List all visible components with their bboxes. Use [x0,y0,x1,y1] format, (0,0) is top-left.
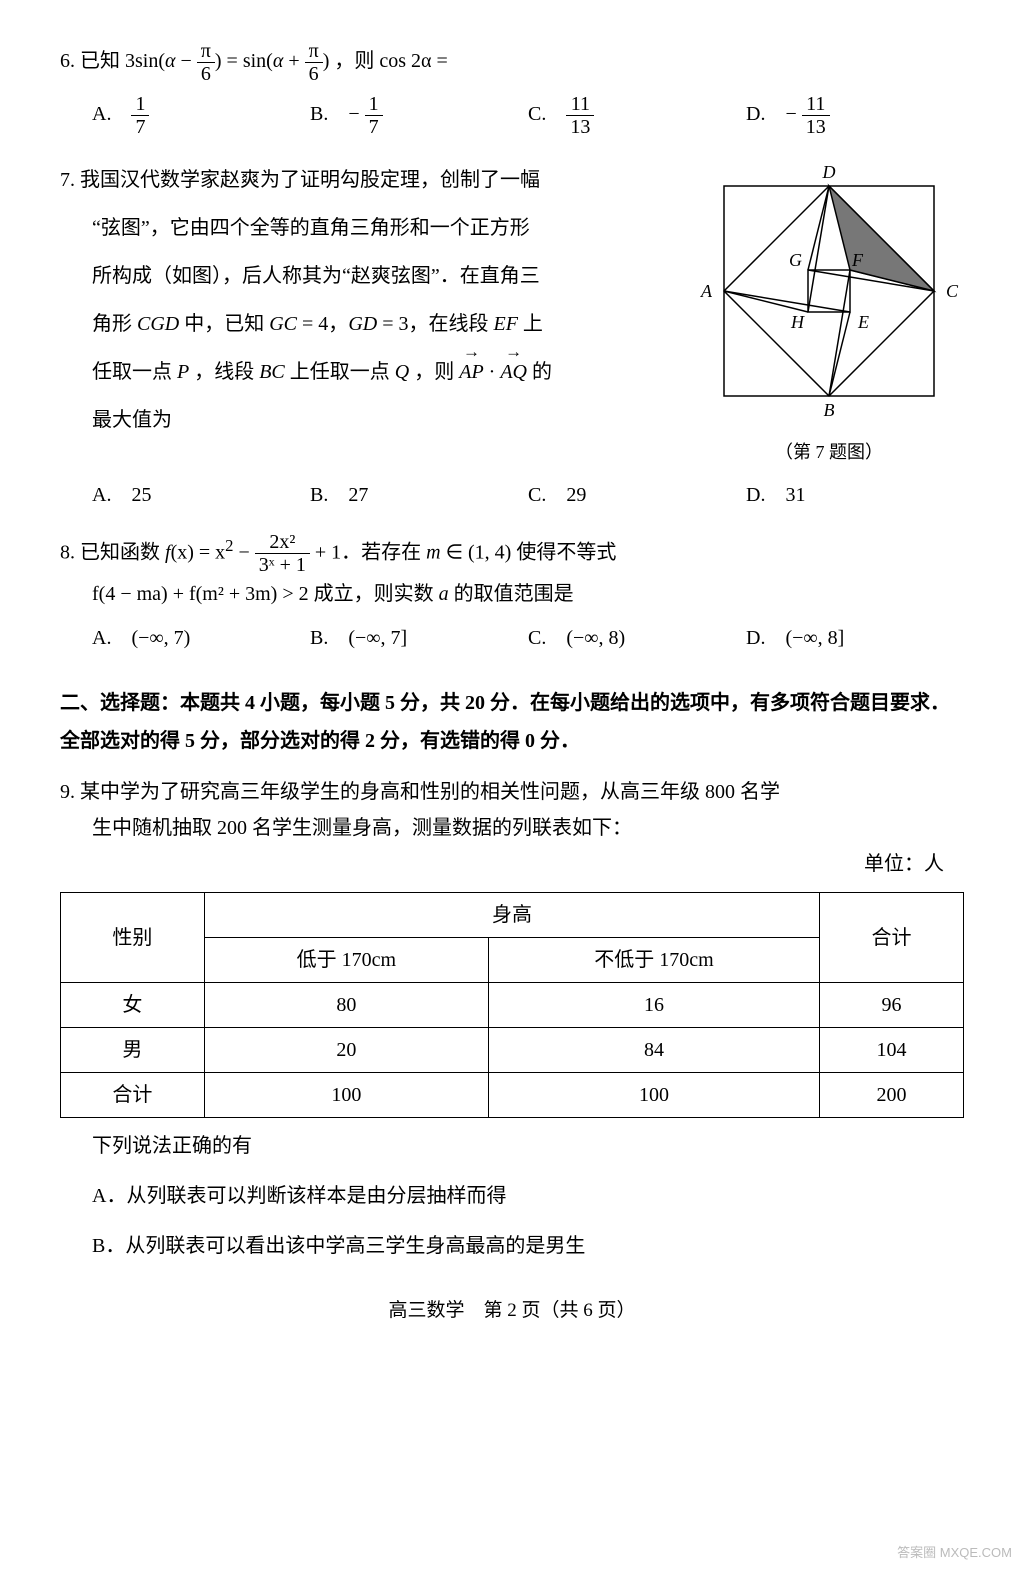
question-9: 9. 某中学为了研究高三年级学生的身高和性别的相关性问题，从高三年级 800 名… [60,774,964,1264]
q9-after: 下列说法正确的有 [92,1128,964,1164]
q6-opt-d: D. − 1113 [746,93,964,138]
q8-opt-c: C. (−∞, 8) [528,620,746,656]
q7-l2: “弦图”，它由四个全等的直角三角形和一个正方形 [92,217,530,239]
q7-text: 7. 我国汉代数学家赵爽为了证明勾股定理，创制了一幅 “弦图”，它由四个全等的直… [60,156,684,444]
table-row: 合计100100200 [61,1073,964,1118]
q6-frac1: π6 [197,40,215,85]
q7-number: 7. [60,169,75,191]
svg-text:E: E [857,312,869,332]
th-sub2: 不低于 170cm [488,938,819,983]
q7-l6: 最大值为 [92,409,172,431]
svg-text:C: C [946,281,959,301]
vec-aq: AQ [500,348,527,396]
svg-text:B: B [824,400,835,420]
q7-options: A. 25 B. 27 C. 29 D. 31 [92,477,964,513]
question-7: 7. 我国汉代数学家赵爽为了证明勾股定理，创制了一幅 “弦图”，它由四个全等的直… [60,156,964,513]
q6-opt-c: C. 1113 [528,93,746,138]
q7-l1: 我国汉代数学家赵爽为了证明勾股定理，创制了一幅 [80,169,540,191]
svg-text:G: G [789,250,802,270]
q7-caption: （第 7 题图） [694,436,964,468]
q6-opt-a: A. 17 [92,93,310,138]
vec-ap: AP [459,348,483,396]
svg-text:F: F [851,250,864,270]
th-total: 合计 [820,893,964,983]
q6-close: ) ，则 cos 2α = [323,50,448,72]
table-row: 男2084104 [61,1028,964,1073]
q9-opt-b: B．从列联表可以看出该中学高三学生身高最高的是男生 [92,1228,964,1264]
q8-options: A. (−∞, 7) B. (−∞, 7] C. (−∞, 8) D. (−∞,… [92,620,964,656]
question-8: 8. 已知函数 f(x) = x2 − 2x²3ˣ + 1 + 1．若存在 m … [60,531,964,657]
q8-opt-b: B. (−∞, 7] [310,620,528,656]
q6-options: A. 17 B. − 17 C. 1113 D. − 1113 [92,93,964,138]
q7-opt-c: C. 29 [528,477,746,513]
question-6: 6. 已知 3sin(α − π6) = sin(α + π6) ，则 cos … [60,40,964,138]
watermark: 答案圈 MXQE.COM [897,1541,1012,1564]
q7-opt-b: B. 27 [310,477,528,513]
q7-figure: A B C D G F E H （第 7 题图） [694,156,964,469]
q7-opt-d: D. 31 [746,477,964,513]
q7-l3: 所构成（如图），后人称其为“赵爽弦图”．在直角三 [92,265,540,287]
q7-svg: A B C D G F E H [694,156,964,426]
q6-plus: + [283,50,304,72]
q8-opt-d: D. (−∞, 8] [746,620,964,656]
th-height: 身高 [204,893,819,938]
q7-l4a: 角形 [92,313,137,335]
q6-stem-a: 已知 [80,50,120,72]
q6-frac2: π6 [305,40,323,85]
q6-alpha2: α [273,50,284,72]
q6-number: 6. [60,50,75,72]
q8-number: 8. [60,541,75,563]
table-row: 女801696 [61,983,964,1028]
q6-minus: − [176,50,197,72]
section-2-header: 二、选择题：本题共 4 小题，每小题 5 分，共 20 分．在每小题给出的选项中… [60,684,964,760]
q6-mid: ) = sin( [215,50,273,72]
q9-unit: 单位：人 [60,846,944,882]
q9-table: 性别 身高 合计 低于 170cm 不低于 170cm 女801696男2084… [60,892,964,1118]
svg-text:H: H [790,312,805,332]
q6-alpha1: α [165,50,176,72]
th-gender: 性别 [61,893,205,983]
page-footer: 高三数学 第 2 页（共 6 页） [60,1294,964,1328]
q7-opt-a: A. 25 [92,477,310,513]
svg-text:A: A [700,281,713,301]
q6-eq1: 3sin( [125,50,165,72]
q9-number: 9. [60,781,75,803]
q6-opt-b: B. − 17 [310,93,528,138]
q8-opt-a: A. (−∞, 7) [92,620,310,656]
q9-opt-a: A．从列联表可以判断该样本是由分层抽样而得 [92,1178,964,1214]
svg-text:D: D [822,162,836,182]
th-sub1: 低于 170cm [204,938,488,983]
